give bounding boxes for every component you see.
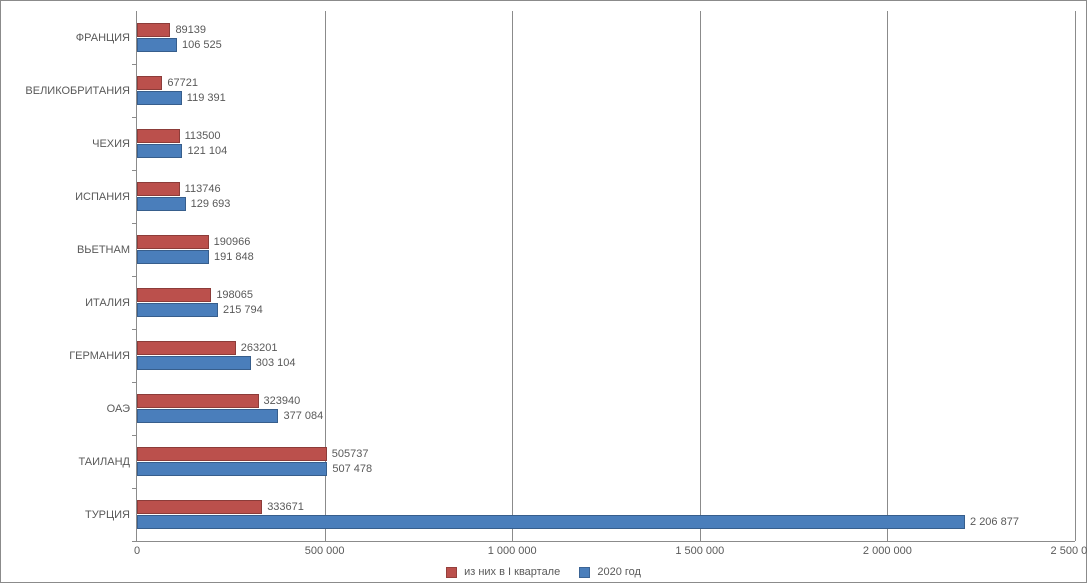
bar-value-label: 377 084 bbox=[283, 410, 323, 422]
legend: из них в I квартале 2020 год bbox=[1, 566, 1086, 578]
bar-value-label: 333671 bbox=[267, 501, 304, 513]
x-axis-label: 500 000 bbox=[305, 545, 345, 557]
y-tick bbox=[132, 488, 137, 489]
y-tick bbox=[132, 329, 137, 330]
bar-red bbox=[137, 235, 209, 249]
gridline bbox=[1075, 11, 1076, 541]
bar-blue bbox=[137, 197, 186, 211]
chart-frame: 0 500 000 1 000 000 1 500 000 2 000 000 2 500… bbox=[0, 0, 1087, 583]
legend-swatch-red bbox=[446, 567, 457, 578]
bar-value-label: 190966 bbox=[214, 236, 251, 248]
bar-value-label: 113500 bbox=[185, 130, 221, 142]
bar-red bbox=[137, 394, 259, 408]
legend-swatch-blue bbox=[579, 567, 590, 578]
y-tick bbox=[132, 382, 137, 383]
bar-value-label: 323940 bbox=[264, 395, 301, 407]
x-axis-label: 0 bbox=[134, 545, 140, 557]
bar-red bbox=[137, 341, 236, 355]
bar-red bbox=[137, 76, 162, 90]
bar-blue bbox=[137, 409, 278, 423]
bar-value-label: 67721 bbox=[167, 77, 198, 89]
category-label: ВЬЕТНАМ bbox=[77, 244, 130, 256]
bar-value-label: 106 525 bbox=[182, 39, 222, 51]
x-axis-label: 2 500 000 bbox=[1051, 545, 1087, 557]
bar-value-label: 119 391 bbox=[187, 92, 226, 104]
y-tick bbox=[132, 276, 137, 277]
bar-blue bbox=[137, 144, 182, 158]
bar-blue bbox=[137, 303, 218, 317]
x-axis-label: 1 500 000 bbox=[675, 545, 724, 557]
category-label: ОАЭ bbox=[107, 403, 130, 415]
x-axis-label: 2 000 000 bbox=[863, 545, 912, 557]
gridline bbox=[700, 11, 701, 541]
bar-blue bbox=[137, 515, 965, 529]
bar-red bbox=[137, 129, 180, 143]
category-label: ТУРЦИЯ bbox=[85, 509, 130, 521]
bar-blue bbox=[137, 38, 177, 52]
y-tick bbox=[132, 170, 137, 171]
legend-label-blue: 2020 год bbox=[597, 566, 641, 578]
bar-red bbox=[137, 23, 170, 37]
y-tick bbox=[132, 117, 137, 118]
y-tick bbox=[132, 435, 137, 436]
gridline bbox=[512, 11, 513, 541]
bar-value-label: 191 848 bbox=[214, 251, 254, 263]
y-tick bbox=[132, 223, 137, 224]
category-label: ЧЕХИЯ bbox=[92, 138, 130, 150]
bar-value-label: 198065 bbox=[216, 289, 253, 301]
bar-red bbox=[137, 288, 211, 302]
bar-value-label: 121 104 bbox=[187, 145, 227, 157]
bar-value-label: 505737 bbox=[332, 448, 369, 460]
bar-red bbox=[137, 500, 262, 514]
x-axis-label: 1 000 000 bbox=[488, 545, 537, 557]
bar-value-label: 303 104 bbox=[256, 357, 296, 369]
bar-red bbox=[137, 182, 180, 196]
category-label: ФРАНЦИЯ bbox=[76, 32, 130, 44]
bar-blue bbox=[137, 462, 327, 476]
category-label: ГЕРМАНИЯ bbox=[69, 350, 130, 362]
bar-blue bbox=[137, 91, 182, 105]
legend-label-red: из них в I квартале bbox=[464, 566, 560, 578]
category-label: ИТАЛИЯ bbox=[85, 297, 130, 309]
category-label: ВЕЛИКОБРИТАНИЯ bbox=[25, 85, 130, 97]
plot-area: 0500 0001 000 0001 500 0002 000 0002 500… bbox=[136, 11, 1075, 542]
category-label: ТАИЛАНД bbox=[78, 456, 130, 468]
bar-value-label: 89139 bbox=[175, 24, 206, 36]
bar-value-label: 263201 bbox=[241, 342, 278, 354]
bar-value-label: 507 478 bbox=[332, 463, 372, 475]
bar-blue bbox=[137, 356, 251, 370]
bar-value-label: 2 206 877 bbox=[970, 516, 1019, 528]
y-tick bbox=[132, 541, 137, 542]
legend-item-blue: 2020 год bbox=[579, 566, 641, 578]
category-label: ИСПАНИЯ bbox=[75, 191, 130, 203]
y-tick bbox=[132, 64, 137, 65]
bar-value-label: 129 693 bbox=[191, 198, 231, 210]
bar-value-label: 215 794 bbox=[223, 304, 263, 316]
bar-blue bbox=[137, 250, 209, 264]
legend-item-red: из них в I квартале bbox=[446, 566, 560, 578]
bar-red bbox=[137, 447, 327, 461]
bar-value-label: 113746 bbox=[185, 183, 221, 195]
gridline bbox=[887, 11, 888, 541]
